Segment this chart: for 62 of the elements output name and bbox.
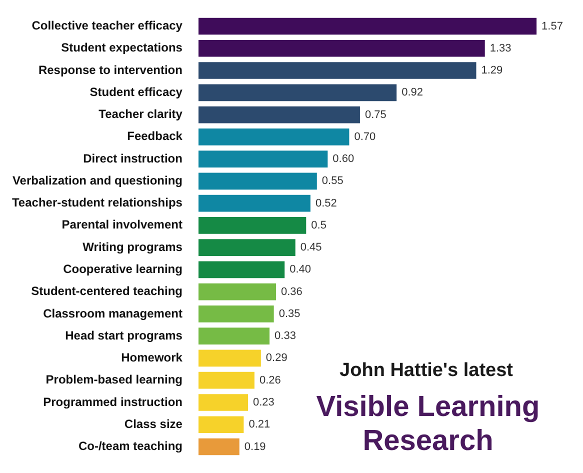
bar (198, 283, 276, 300)
data-label: 0.36 (280, 286, 302, 298)
bar (198, 84, 397, 102)
y-tick-label: Student expectations (61, 40, 183, 55)
data-label: 1.57 (542, 20, 563, 32)
text: Visible Learning Research (315, 390, 541, 458)
data-label: 0.33 (274, 330, 296, 342)
y-tick-label: Student-centered teaching (31, 284, 182, 298)
bar (198, 438, 240, 456)
bar (198, 194, 310, 212)
data-label: 1.33 (490, 42, 512, 54)
data-label: 0.45 (300, 242, 322, 254)
y-tick-label: Programmed instruction (43, 394, 182, 409)
bar (198, 40, 485, 57)
y-tick-label: Classroom management (43, 306, 182, 320)
y-tick-label: Cooperative learning (63, 262, 182, 276)
data-label: 0.26 (259, 374, 281, 386)
data-label: 0.92 (402, 86, 423, 99)
y-tick-label: Feedback (127, 129, 183, 144)
text: John Hattie's latest (340, 360, 513, 382)
y-tick-label: Parental involvement (62, 218, 182, 232)
y-tick-label: Verbalization and questioning (12, 173, 182, 188)
y-tick-label: Student efficacy (90, 84, 183, 99)
bar (198, 217, 306, 234)
data-label: 0.35 (278, 308, 300, 320)
y-tick-label: Problem-based learning (46, 372, 182, 387)
data-label: 1.29 (481, 64, 503, 77)
bar (198, 18, 537, 35)
bar (198, 128, 350, 146)
data-label: 0.75 (364, 108, 386, 121)
y-tick-label: Class size (124, 416, 183, 431)
bar (198, 106, 360, 124)
bar (198, 372, 254, 389)
bar (198, 328, 270, 344)
y-tick-label: Homework (121, 350, 183, 365)
bar (198, 62, 476, 79)
data-label: 0.29 (266, 352, 288, 364)
y-tick-label: Collective teacher efficacy (32, 18, 183, 33)
bar (198, 261, 285, 278)
y-tick-label: Direct instruction (83, 151, 182, 166)
data-label: 0.70 (354, 130, 376, 143)
data-label: 0.55 (322, 175, 344, 188)
y-tick-label: Co-/team teaching (78, 439, 182, 454)
data-label: 0.60 (332, 153, 354, 166)
data-label: 0.23 (253, 396, 274, 409)
bar (198, 394, 248, 411)
bar (198, 416, 244, 434)
data-label: 0.5 (311, 219, 326, 232)
y-tick-label: Teacher-student relationships (12, 196, 183, 210)
y-tick-label: Writing programs (82, 240, 183, 254)
data-label: 0.21 (248, 418, 270, 431)
data-label: 0.40 (290, 264, 312, 276)
y-tick-label: Teacher clarity (98, 107, 183, 122)
bar (198, 150, 328, 168)
bar (198, 172, 317, 190)
y-tick-label: Head start programs (65, 328, 183, 342)
bar (198, 239, 296, 256)
data-label: 0.52 (315, 197, 337, 210)
y-tick-label: Response to intervention (38, 62, 182, 77)
data-label: 0.19 (244, 440, 266, 453)
bar (198, 306, 274, 322)
bar (198, 350, 261, 367)
